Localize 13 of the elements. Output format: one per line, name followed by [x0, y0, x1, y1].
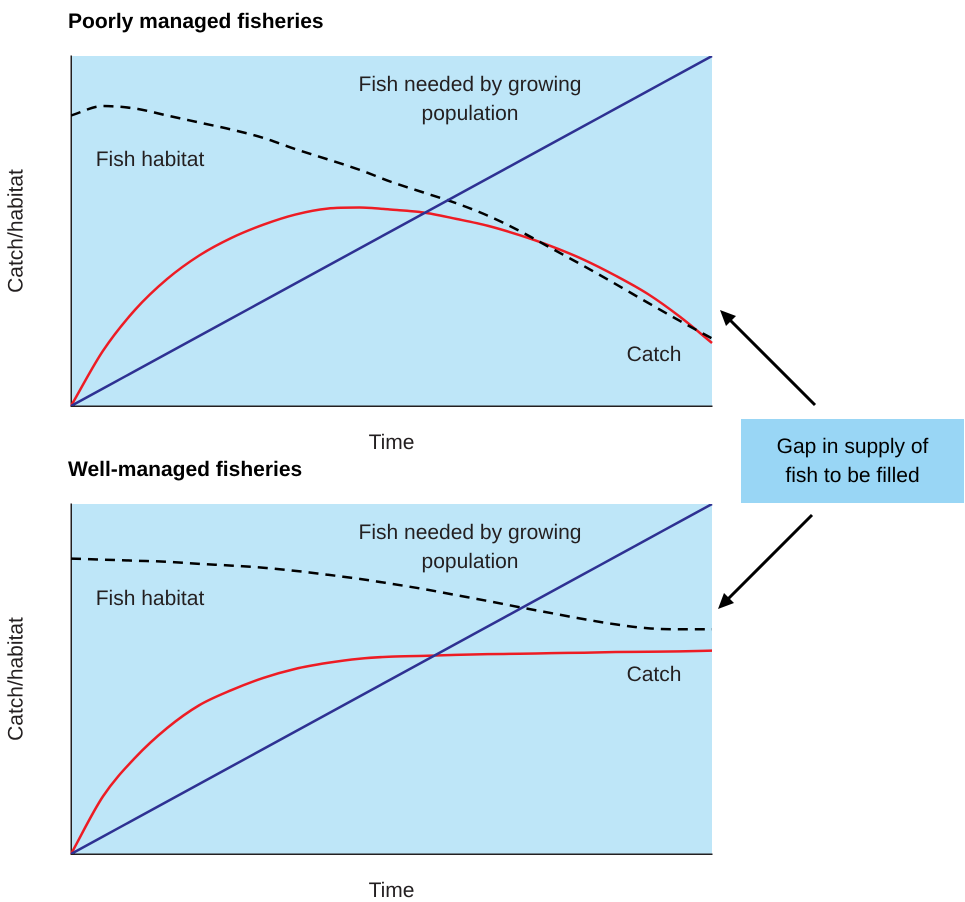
series-label: Catch	[626, 342, 682, 366]
x-axis-title: Time	[368, 431, 414, 454]
series-label: Fish needed by growing population	[358, 72, 582, 125]
chart-title: Well-managed fisheries	[68, 458, 302, 482]
series-label: Catch	[626, 662, 682, 686]
text: Gap in supply of fish to be filled	[741, 419, 964, 503]
series-label: Fish habitat	[96, 586, 204, 610]
y-axis-title: Catch/habitat	[4, 616, 28, 741]
series-label: Fish needed by growing population	[358, 520, 582, 573]
y-axis-title: Catch/habitat	[4, 168, 28, 293]
series-label: Fish habitat	[96, 148, 204, 171]
chart-title: Poorly managed fisheries	[68, 10, 324, 34]
x-axis-title: Time	[368, 879, 414, 902]
